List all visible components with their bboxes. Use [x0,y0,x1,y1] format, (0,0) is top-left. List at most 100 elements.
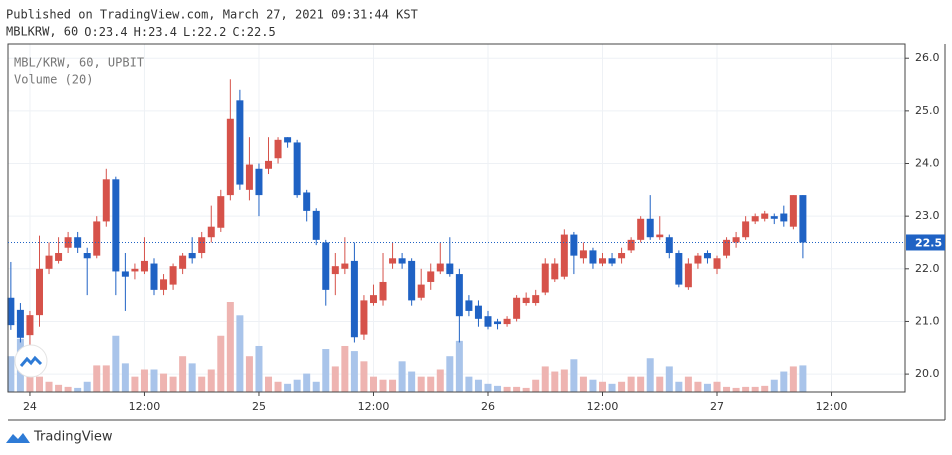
volume-bar [408,371,416,392]
last-price-label: 22.5 [915,236,942,249]
candle-body [599,258,607,264]
volume-bar [732,387,740,392]
volume-bar [169,376,177,392]
volume-bar [217,335,225,392]
candle-body [446,263,454,275]
volume-bar [93,365,101,392]
candle-body [789,195,797,227]
candle-body [503,318,511,325]
candle-body [55,253,63,261]
candle-body [245,164,253,190]
volume-bar [599,381,607,392]
volume-bar [742,386,750,392]
volume-bar [522,387,530,392]
x-tick-label: 12:00 [358,400,390,413]
volume-bar [341,345,349,392]
candle-body [761,213,769,219]
candle-body [465,300,473,311]
candle-body [322,242,330,290]
volume-bar [245,356,253,392]
candle-body [217,196,225,228]
legend-volume: Volume (20) [14,73,93,87]
candle-body [608,258,616,264]
volume-bar [436,369,444,392]
y-tick-label: 26.0 [915,51,940,64]
candle-body [45,255,53,269]
volume-bar [637,376,645,392]
candle-body [26,315,34,336]
candle-body [589,250,597,264]
x-tick-label: 26 [481,400,495,413]
volume-bar [494,385,502,392]
footer-brand: TradingView [33,430,113,445]
volume-bar [45,381,53,392]
candle-body [713,258,721,269]
volume-bar [150,369,158,392]
candle-body [627,239,635,251]
watermark-logo [14,344,48,378]
candle-body [389,258,397,264]
volume-bar [484,383,492,392]
candle-body [427,271,435,282]
candle-body [93,221,101,256]
volume-bar [188,363,196,392]
volume-bar [360,361,368,392]
volume-bar [255,345,263,392]
candle-body [207,226,215,238]
candle-body [513,297,521,319]
candle-body [226,118,234,196]
candle-body [379,281,387,301]
candle-body [341,263,349,269]
volume-bar [102,365,110,392]
volume-bar [131,376,139,392]
volume-bar [579,376,587,392]
volume-bar [303,373,311,392]
candle-body [331,266,339,275]
candle-body [474,305,482,319]
volume-bar [474,379,482,392]
candle-body [665,237,673,254]
symbol-text: MBLKRW, 60 [6,25,78,39]
candle-body [350,260,358,338]
candle-body [112,179,120,272]
volume-bar [675,381,683,392]
volume-bar [417,376,425,392]
volume-bar [274,381,282,392]
candle-body [799,195,807,243]
candle-body [732,237,740,243]
volume-bar [293,379,301,392]
candle-body [169,266,177,285]
candle-body [570,234,578,256]
candle-body [179,255,187,269]
y-tick-label: 24.0 [915,157,940,170]
volume-bar [627,376,635,392]
volume-bar [570,359,578,392]
candle-body [274,139,282,159]
x-tick-label: 25 [252,400,266,413]
candle-body [656,234,664,238]
candle-body [560,234,568,277]
candle-body [102,179,110,222]
volume-bar [465,376,473,392]
y-tick-label: 21.0 [915,314,940,327]
volume-bar [455,340,463,392]
y-tick-label: 23.0 [915,209,940,222]
y-tick-label: 22.0 [915,262,940,275]
volume-bar [350,351,358,392]
candle-body [579,250,587,259]
candle-body [369,295,377,304]
candle-body [236,100,244,185]
ohlc-value: 23.4 [99,25,128,39]
volume-bar [665,366,673,392]
volume-bar [26,366,34,392]
volume-bar [608,383,616,392]
volume-bar [618,381,626,392]
volume-bar [503,386,511,392]
candle-body [150,263,158,290]
x-tick-label: 12:00 [816,400,848,413]
volume-bar [789,366,797,392]
volume-bar [322,349,330,392]
candle-body [684,263,692,288]
candle-body [198,237,206,254]
volume-bar [703,383,711,392]
